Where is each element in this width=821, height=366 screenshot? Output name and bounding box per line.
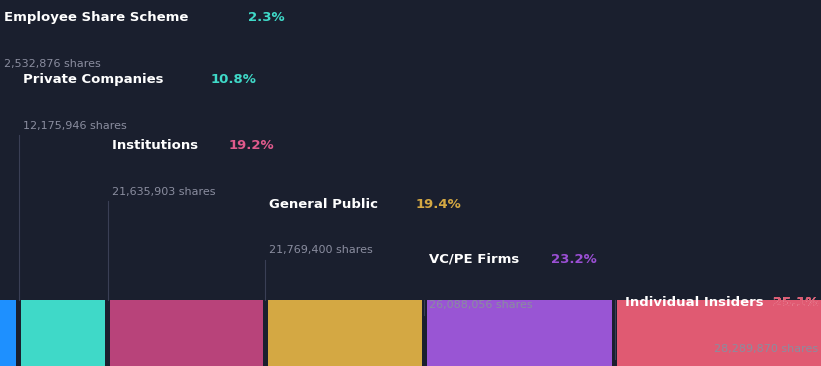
Bar — [427, 300, 612, 366]
Bar — [0, 300, 16, 366]
Text: Individual Insiders  25.1%: Individual Insiders 25.1% — [625, 296, 819, 310]
Text: 2.3%: 2.3% — [248, 11, 285, 24]
Text: Private Companies: Private Companies — [23, 73, 168, 86]
Text: General Public: General Public — [269, 198, 383, 211]
Text: 28,289,870 shares: 28,289,870 shares — [714, 344, 819, 354]
Text: 19.2%: 19.2% — [229, 139, 274, 152]
Text: Employee Share Scheme: Employee Share Scheme — [4, 11, 193, 24]
Text: Institutions: Institutions — [112, 139, 203, 152]
Text: 26,088,056 shares: 26,088,056 shares — [429, 300, 532, 310]
Text: 21,635,903 shares: 21,635,903 shares — [112, 187, 215, 197]
Text: 25.1%: 25.1% — [773, 296, 819, 310]
Bar — [268, 300, 422, 366]
Text: VC/PE Firms: VC/PE Firms — [429, 253, 524, 266]
Text: 10.8%: 10.8% — [210, 73, 256, 86]
Bar — [21, 300, 105, 366]
Text: 2,532,876 shares: 2,532,876 shares — [4, 59, 101, 68]
Text: 23.2%: 23.2% — [551, 253, 597, 266]
Text: 25.1%: 25.1% — [773, 296, 819, 310]
Text: 19.4%: 19.4% — [416, 198, 461, 211]
Text: 12,175,946 shares: 12,175,946 shares — [23, 121, 126, 131]
Bar — [617, 300, 821, 366]
Text: 21,769,400 shares: 21,769,400 shares — [269, 245, 373, 255]
Bar — [110, 300, 263, 366]
